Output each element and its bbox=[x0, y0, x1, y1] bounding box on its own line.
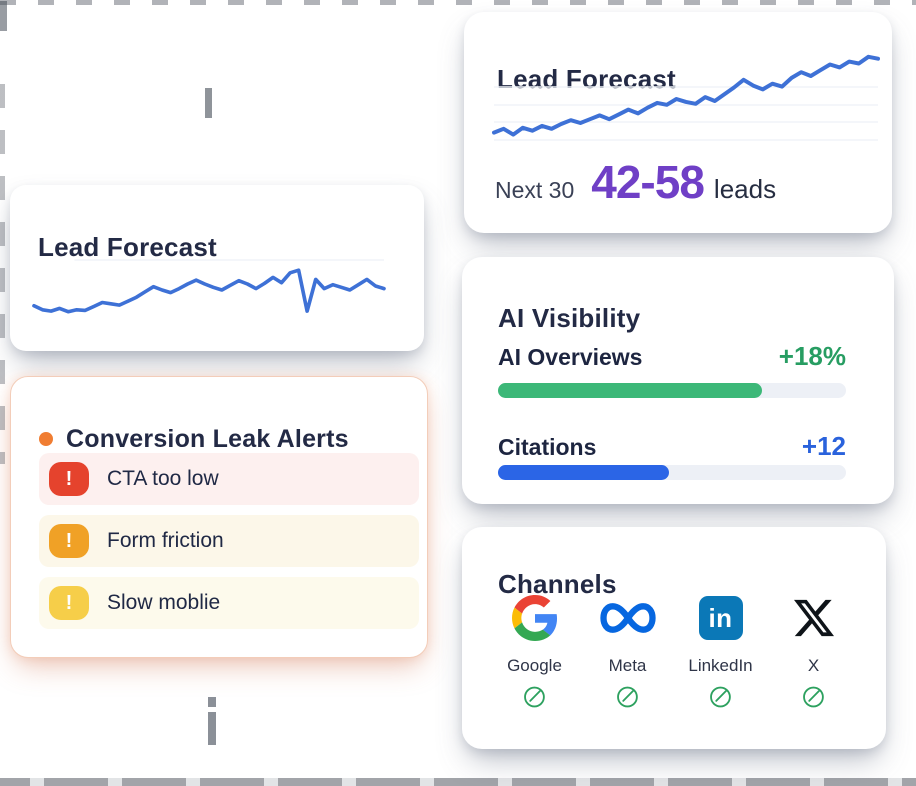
channel-label: X bbox=[807, 656, 820, 675]
alerts-list: ! CTA too low ! Form friction ! Slow mob… bbox=[39, 453, 419, 639]
alerts-header: Conversion Leak Alerts bbox=[39, 405, 349, 473]
card-title: Lead Forecast bbox=[38, 231, 217, 262]
card-lead-forecast-mini: Lead Forecast bbox=[10, 185, 424, 351]
metric-row-ai-overviews: AI Overviews +18% bbox=[498, 341, 846, 372]
progress-fill bbox=[498, 465, 669, 480]
forecast-line bbox=[492, 54, 880, 137]
channel-item-x[interactable]: X bbox=[767, 593, 860, 715]
alert-label: CTA too low bbox=[107, 467, 219, 490]
alert-label: Form friction bbox=[107, 529, 224, 552]
forecast-window-label: Next 30 bbox=[495, 177, 575, 203]
linkedin-logo-icon: in bbox=[698, 593, 743, 643]
channel-label: Meta bbox=[608, 656, 647, 675]
alert-row-cta-too-low[interactable]: ! CTA too low bbox=[39, 453, 419, 505]
forecast-range-value: 42-58 bbox=[591, 156, 705, 208]
metric-delta: +18% bbox=[778, 341, 846, 371]
status-connected-icon bbox=[708, 684, 734, 715]
channels-grid: Google Meta bbox=[488, 593, 860, 715]
edge-artifact bbox=[0, 0, 916, 5]
forecast-summary: Next 30 42-58 leads bbox=[495, 155, 776, 209]
card-ai-visibility: AI Visibility AI Overviews +18% Citation… bbox=[462, 257, 894, 504]
card-title: Conversion Leak Alerts bbox=[66, 424, 349, 453]
channel-item-google[interactable]: Google bbox=[488, 593, 581, 715]
card-title: Channels bbox=[498, 568, 617, 599]
alert-row-form-friction[interactable]: ! Form friction bbox=[39, 515, 419, 567]
metric-label: AI Overviews bbox=[498, 344, 643, 370]
alert-row-slow-mobile[interactable]: ! Slow moblie bbox=[39, 577, 419, 629]
metric-delta: +12 bbox=[801, 431, 846, 461]
status-connected-icon bbox=[801, 684, 827, 715]
edge-artifact bbox=[205, 88, 212, 118]
exclamation-icon: ! bbox=[49, 462, 89, 496]
lead-forecast-sparkline bbox=[492, 54, 880, 141]
progress-bar-citations bbox=[498, 465, 846, 480]
edge-artifact bbox=[208, 697, 216, 745]
exclamation-icon: ! bbox=[49, 586, 89, 620]
channel-item-meta[interactable]: Meta bbox=[581, 593, 674, 715]
orange-dot-icon bbox=[39, 431, 53, 446]
card-channels: Channels Google bbox=[462, 527, 886, 749]
progress-bar-ai-overviews bbox=[498, 383, 846, 398]
status-connected-icon bbox=[615, 684, 641, 715]
status-connected-icon bbox=[522, 684, 548, 715]
card-conversion-leak-alerts: Conversion Leak Alerts ! CTA too low ! F… bbox=[10, 376, 428, 658]
channel-label: LinkedIn bbox=[688, 656, 753, 675]
channel-item-linkedin[interactable]: in LinkedIn bbox=[674, 593, 767, 715]
edge-artifact bbox=[0, 84, 5, 464]
forecast-unit-label: leads bbox=[713, 174, 777, 204]
forecast-line bbox=[32, 268, 386, 314]
card-title: AI Visibility bbox=[498, 302, 641, 333]
meta-logo-icon bbox=[599, 593, 656, 643]
lead-forecast-mini-sparkline bbox=[32, 259, 386, 314]
x-logo-icon bbox=[793, 593, 834, 643]
metric-label: Citations bbox=[498, 434, 597, 460]
edge-artifact bbox=[0, 778, 916, 786]
channel-label: Google bbox=[507, 656, 562, 675]
exclamation-icon: ! bbox=[49, 524, 89, 558]
alert-label: Slow moblie bbox=[107, 591, 221, 614]
progress-fill bbox=[498, 383, 763, 398]
metric-row-citations: Citations +12 bbox=[498, 431, 846, 462]
card-lead-forecast-hero: Lead Forecast Next 30 42-58 leads bbox=[464, 12, 892, 233]
google-logo-icon bbox=[511, 593, 558, 643]
edge-artifact bbox=[0, 1, 7, 31]
